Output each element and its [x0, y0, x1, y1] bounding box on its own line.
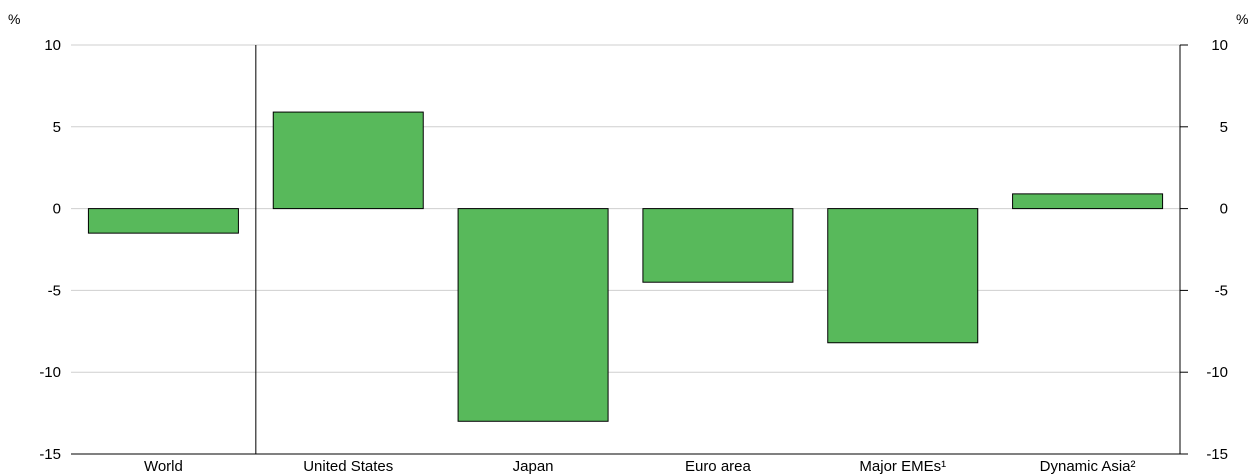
category-label: Major EMEs¹ — [859, 458, 946, 474]
left-tick-label: -10 — [39, 364, 61, 381]
bar-major-emes — [827, 208, 979, 344]
bar-world — [87, 208, 239, 234]
grid-lines — [71, 44, 1180, 455]
right-tick-label: 0 — [1220, 201, 1228, 218]
left-tick-label: 10 — [44, 37, 61, 54]
bar-euro-area — [642, 208, 794, 283]
left-tick-label: 5 — [53, 119, 61, 136]
right-tick-label: -5 — [1215, 282, 1228, 299]
right-tick-label: -10 — [1206, 364, 1228, 381]
category-label: Japan — [513, 458, 554, 474]
category-label: Dynamic Asia² — [1040, 458, 1136, 474]
category-label: United States — [303, 458, 393, 474]
right-tick-label: 5 — [1220, 119, 1228, 136]
left-tick-label: -15 — [39, 446, 61, 463]
right-tick-label: 10 — [1211, 37, 1228, 54]
left-tick-label: 0 — [53, 201, 61, 218]
left-tick-label: -5 — [48, 282, 61, 299]
bar-dynamic-asia — [1012, 193, 1164, 210]
axes: 10 10 5 5 0 0 -5 -5 -10 -10 -15 -15 World United Stat… — [39, 37, 1228, 474]
right-unit-label: % — [1236, 11, 1248, 27]
bars — [87, 111, 1164, 422]
category-label: World — [144, 458, 183, 474]
bar-japan — [457, 208, 609, 422]
right-tick-label: -15 — [1206, 446, 1228, 463]
bar-united-states — [272, 111, 424, 210]
left-unit-label: % — [8, 11, 20, 27]
category-label: Euro area — [685, 458, 752, 474]
